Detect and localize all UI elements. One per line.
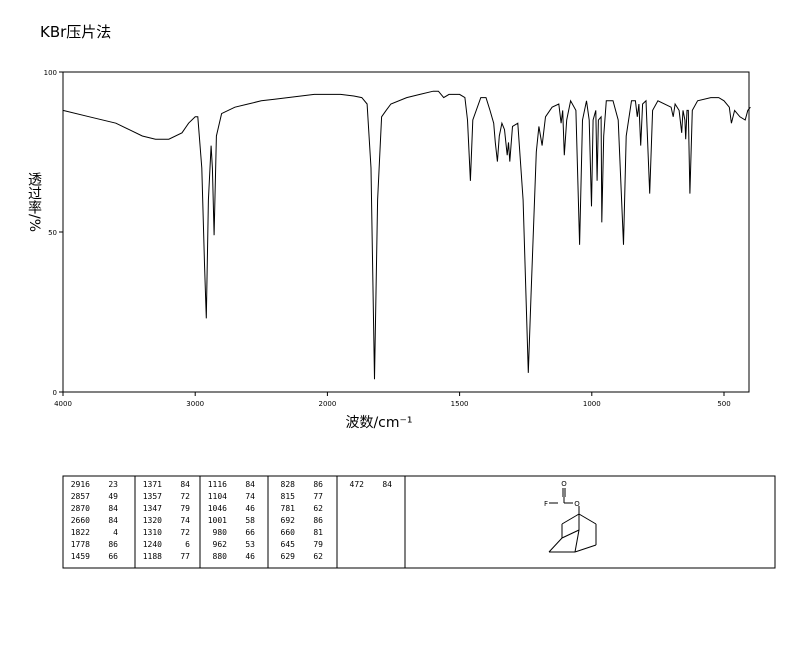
peak-transmittance: 81 [313,528,323,537]
x-tick-label: 3000 [186,400,204,408]
peak-transmittance: 46 [245,552,255,561]
peak-wavenumber: 629 [281,552,296,561]
peak-transmittance: 84 [245,480,255,489]
x-axis-label: 波数/cm⁻¹ [345,415,412,431]
structure [548,488,597,553]
peak-wavenumber: 980 [213,528,228,537]
peak-transmittance: 62 [313,552,323,561]
peak-transmittance: 86 [313,516,323,525]
peak-transmittance: 4 [113,528,118,537]
peak-transmittance: 79 [180,504,190,513]
peak-wavenumber: 2660 [71,516,90,525]
peak-transmittance: 84 [180,480,190,489]
x-tick-label: 2000 [318,400,336,408]
peak-wavenumber: 2916 [71,480,90,489]
x-tick-label: 4000 [54,400,72,408]
peak-wavenumber: 1320 [143,516,162,525]
peak-wavenumber: 660 [281,528,296,537]
y-tick-label: 0 [53,389,57,397]
peak-transmittance: 72 [180,528,190,537]
y-tick-label: 50 [48,229,57,237]
x-tick-label: 1000 [583,400,601,408]
peak-wavenumber: 472 [350,480,365,489]
peak-transmittance: 6 [185,540,190,549]
peak-wavenumber: 880 [213,552,228,561]
peak-transmittance: 66 [245,528,255,537]
peak-wavenumber: 692 [281,516,296,525]
peak-wavenumber: 1459 [71,552,90,561]
peak-wavenumber: 815 [281,492,296,501]
peak-transmittance: 46 [245,504,255,513]
spectrum-line [62,90,751,380]
peak-wavenumber: 645 [281,540,296,549]
peak-transmittance: 74 [180,516,190,525]
peak-wavenumber: 1240 [143,540,162,549]
peak-transmittance: 58 [245,516,255,525]
x-tick-label: 500 [717,400,730,408]
peak-transmittance: 53 [245,540,255,549]
peak-transmittance: 66 [108,552,118,561]
atom-label: O [561,480,567,488]
peak-wavenumber: 828 [281,480,296,489]
atom-label: F [544,500,548,508]
peak-wavenumber: 2857 [71,492,90,501]
y-tick-label: 100 [44,69,57,77]
peak-transmittance: 79 [313,540,323,549]
peak-wavenumber: 1001 [208,516,227,525]
peak-transmittance: 72 [180,492,190,501]
peak-transmittance: 49 [108,492,118,501]
plot-frame [62,71,750,393]
atom-label: O [574,500,580,508]
peak-wavenumber: 781 [281,504,296,513]
peak-transmittance: 86 [108,540,118,549]
y-axis-label: 透过率/% [26,172,42,232]
peak-wavenumber: 1116 [208,480,227,489]
peak-wavenumber: 1310 [143,528,162,537]
peak-transmittance: 23 [108,480,118,489]
peak-transmittance: 86 [313,480,323,489]
peak-wavenumber: 1347 [143,504,162,513]
peak-wavenumber: 1778 [71,540,90,549]
peak-wavenumber: 1371 [143,480,162,489]
peak-transmittance: 84 [108,516,118,525]
peak-transmittance: 84 [382,480,392,489]
peak-wavenumber: 1046 [208,504,227,513]
peak-wavenumber: 1357 [143,492,162,501]
peak-transmittance: 74 [245,492,255,501]
peak-table-frame [62,475,776,569]
peak-transmittance: 77 [180,552,190,561]
peak-transmittance: 62 [313,504,323,513]
peak-wavenumber: 2870 [71,504,90,513]
peak-wavenumber: 1822 [71,528,90,537]
peak-wavenumber: 962 [213,540,228,549]
x-tick-label: 1500 [451,400,469,408]
peak-transmittance: 77 [313,492,323,501]
table-dividers [134,476,406,568]
peak-transmittance: 84 [108,504,118,513]
peak-wavenumber: 1188 [143,552,162,561]
peak-wavenumber: 1104 [208,492,227,501]
chart-title: KBr压片法 [40,23,111,41]
